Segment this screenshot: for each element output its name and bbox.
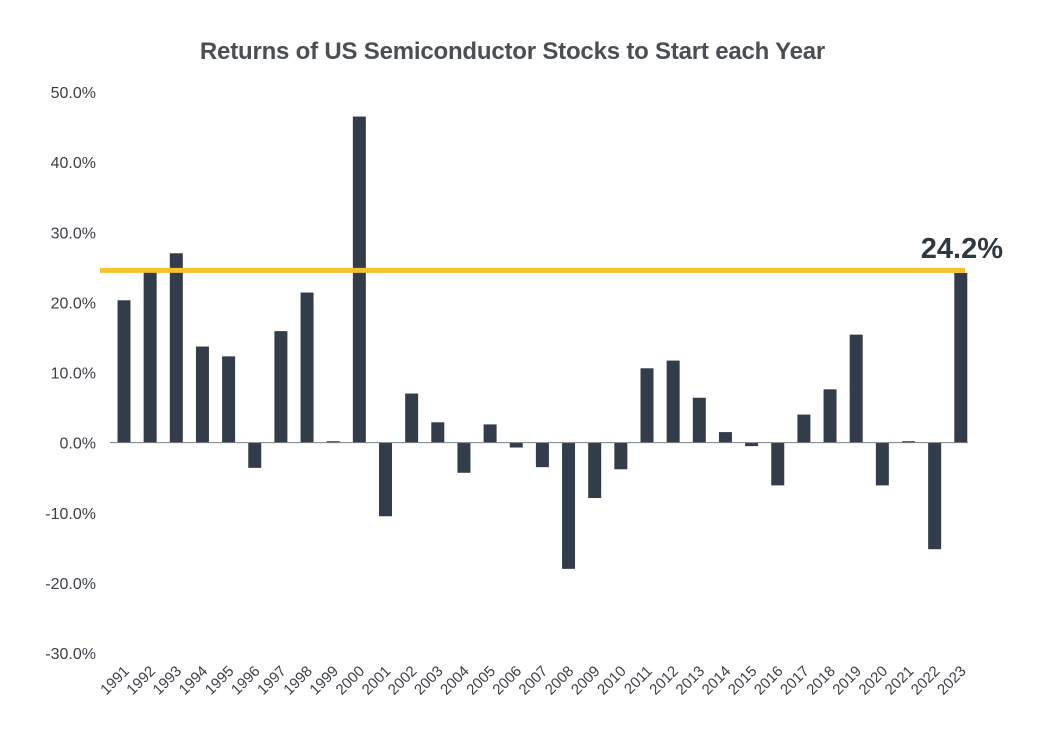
bar-2006 <box>509 442 523 448</box>
x-tick-label: 1995 <box>202 663 238 699</box>
bar-2012 <box>666 360 680 443</box>
x-tick-label: 1992 <box>123 663 159 699</box>
bar-2011 <box>640 368 654 443</box>
bar-1996 <box>248 442 262 468</box>
bar-2002 <box>405 393 419 443</box>
x-tick-label: 2016 <box>751 663 787 699</box>
bar-2021 <box>902 441 915 443</box>
bar-2018 <box>823 389 837 443</box>
y-axis-ticks: 50.0% 40.0% 30.0% 20.0% 10.0% 0.0% -10.0% -20.0… <box>45 85 96 663</box>
x-tick-label: 2009 <box>568 663 604 699</box>
bar-1997 <box>274 331 288 443</box>
bar-2022 <box>928 442 942 550</box>
bar-1994 <box>195 346 209 443</box>
y-tick-label: -10.0% <box>45 506 96 523</box>
x-tick-label: 1996 <box>228 663 264 699</box>
x-tick-label: 2004 <box>437 663 473 699</box>
x-tick-label: 2000 <box>333 663 369 699</box>
y-tick-label: 50.0% <box>51 85 96 102</box>
bars-group <box>117 116 968 569</box>
bar-1992 <box>143 268 157 443</box>
chart-title: Returns of US Semiconductor Stocks to St… <box>199 38 826 65</box>
bar-1999 <box>326 441 340 443</box>
x-tick-label: 2021 <box>882 663 918 699</box>
x-tick-label: 2003 <box>411 663 447 699</box>
bar-2007 <box>535 442 549 468</box>
bar-1995 <box>222 356 236 443</box>
x-tick-label: 1991 <box>97 663 133 699</box>
bar-2020 <box>875 442 889 486</box>
bar-2009 <box>588 442 602 499</box>
bar-2016 <box>771 442 785 486</box>
bar-2003 <box>431 422 445 443</box>
x-axis-ticks: 1991199219931994199519961997199819992000… <box>97 663 969 699</box>
y-tick-label: 10.0% <box>51 366 96 383</box>
bar-2010 <box>614 442 628 470</box>
bar-2008 <box>562 442 576 569</box>
y-tick-label: -20.0% <box>45 576 96 593</box>
x-tick-label: 2022 <box>908 663 944 699</box>
x-tick-label: 1994 <box>176 663 212 699</box>
bar-2001 <box>379 442 392 517</box>
x-tick-label: 2020 <box>856 663 892 699</box>
bar-2023 <box>954 272 968 443</box>
bar-2014 <box>718 432 732 443</box>
bar-2017 <box>797 414 811 443</box>
x-tick-label: 2012 <box>646 663 682 699</box>
bar-2019 <box>849 334 863 443</box>
x-tick-label: 2008 <box>542 663 578 699</box>
bar-1991 <box>117 300 131 443</box>
x-tick-label: 2011 <box>621 663 656 698</box>
bar-1998 <box>300 292 314 443</box>
y-tick-label: 30.0% <box>51 225 96 242</box>
x-tick-label: 1998 <box>280 663 316 699</box>
bar-2013 <box>692 397 706 443</box>
x-tick-label: 2018 <box>803 663 839 699</box>
x-tick-label: 2007 <box>516 663 552 699</box>
x-tick-label: 2001 <box>359 663 395 699</box>
x-tick-label: 2006 <box>489 663 525 699</box>
x-tick-label: 2002 <box>385 663 421 699</box>
bar-2004 <box>457 442 471 473</box>
bar-1993 <box>169 253 183 443</box>
highlight-label: 24.2% <box>921 233 1003 265</box>
x-tick-label: 2015 <box>725 663 761 699</box>
x-tick-label: 1999 <box>306 663 342 699</box>
x-tick-label: 2014 <box>699 663 735 699</box>
x-tick-label: 1993 <box>150 663 186 699</box>
x-tick-label: 2005 <box>463 663 499 699</box>
x-tick-label: 2017 <box>777 663 813 699</box>
y-tick-label: 20.0% <box>51 295 96 312</box>
x-tick-label: 2019 <box>829 663 865 699</box>
bar-2005 <box>483 424 497 443</box>
bar-2015 <box>745 442 759 447</box>
x-tick-label: 1997 <box>254 663 290 699</box>
bar-2000 <box>352 116 366 443</box>
x-tick-label: 2023 <box>934 663 970 699</box>
y-tick-label: -30.0% <box>45 646 96 663</box>
x-tick-label: 2013 <box>673 663 709 699</box>
y-tick-label: 0.0% <box>60 436 96 453</box>
y-tick-label: 40.0% <box>51 155 96 172</box>
x-tick-label: 2010 <box>594 663 630 699</box>
